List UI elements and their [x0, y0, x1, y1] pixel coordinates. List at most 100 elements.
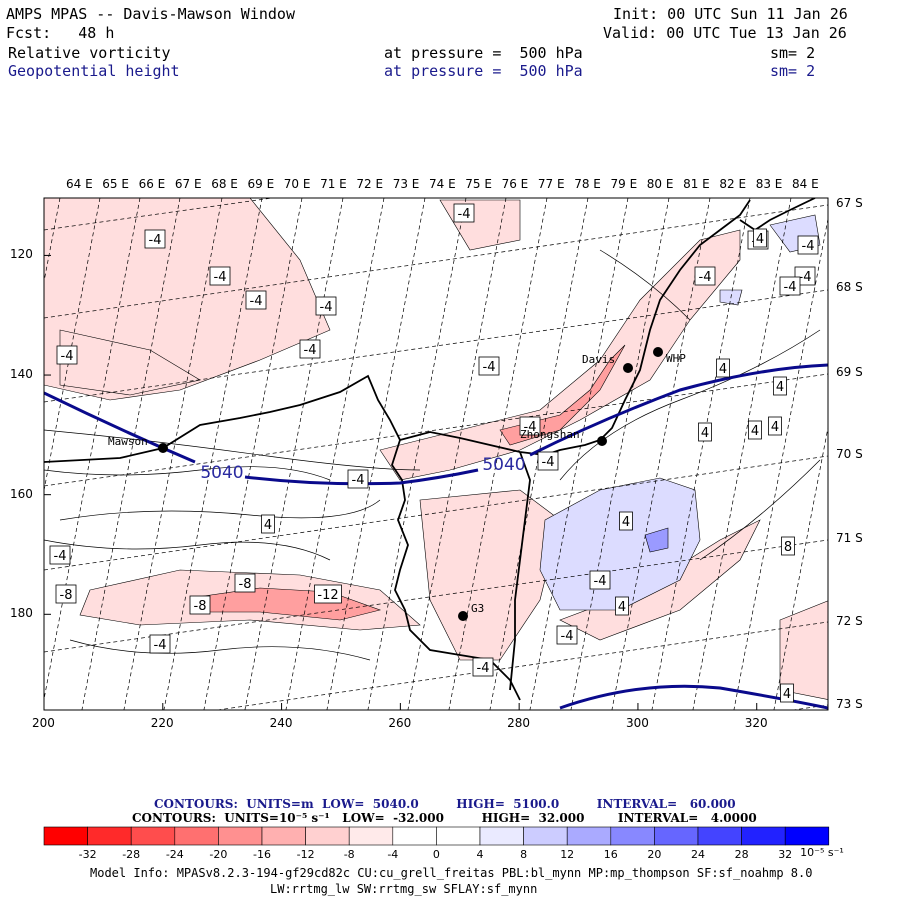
- svg-text:-4: -4: [54, 549, 67, 564]
- vorticity-contours: [44, 249, 821, 661]
- vorticity-label: 4: [753, 228, 767, 248]
- longitude-label: 80 E: [646, 177, 674, 191]
- longitude-label: 82 E: [719, 177, 747, 191]
- svg-text:-4: -4: [304, 343, 317, 358]
- svg-text:Zhongshan: Zhongshan: [520, 428, 580, 441]
- svg-text:4: 4: [776, 380, 784, 395]
- longitude-label: 83 E: [755, 177, 783, 191]
- vorticity-label: 4: [261, 514, 275, 534]
- longitude-label: 74 E: [429, 177, 456, 191]
- latitude-label: 73 S: [836, 697, 863, 711]
- vorticity-label: -4: [149, 634, 171, 654]
- svg-text:4: 4: [751, 424, 759, 439]
- colorbar-tick-label: -12: [296, 848, 315, 861]
- colorbar-tick-label: -16: [253, 848, 271, 861]
- colorbar-swatch: [566, 826, 612, 846]
- svg-text:-8: -8: [60, 588, 73, 603]
- vorticity-label: 4: [716, 358, 730, 378]
- vorticity-contour-info: CONTOURS: UNITS=10⁻⁵ s⁻¹ LOW= -32.000 HI…: [132, 811, 757, 825]
- height-label: 5040: [482, 455, 525, 475]
- longitude-label: 77 E: [537, 177, 565, 191]
- svg-text:-4: -4: [320, 300, 333, 315]
- colorbar-tick-label: 16: [603, 848, 618, 861]
- y-tick-label: 140: [10, 367, 33, 382]
- longitude-label: 65 E: [102, 177, 129, 191]
- colorbar-tick-label: -32: [78, 848, 97, 861]
- svg-text:4: 4: [264, 518, 272, 533]
- field2-level: at pressure = 500 hPa: [384, 62, 583, 80]
- model-physics: LW:rrtmg_lw SW:rrtmg_sw SFLAY:sf_mynn: [270, 882, 538, 896]
- svg-text:-4: -4: [477, 661, 490, 676]
- svg-text:-4: -4: [802, 239, 815, 254]
- svg-text:-4: -4: [699, 270, 712, 285]
- colorbar-swatch: [218, 826, 263, 846]
- longitude-label: 73 E: [392, 177, 420, 191]
- field1-smoothing: sm= 2: [770, 44, 816, 62]
- colorbar-tick-label: -4: [387, 848, 399, 861]
- strong-positive-vorticity-shading: [644, 527, 669, 553]
- longitude-label: 84 E: [792, 177, 819, 191]
- vorticity-label: -4: [315, 296, 337, 316]
- vorticity-label: -4: [49, 545, 71, 565]
- svg-text:-4: -4: [214, 270, 227, 285]
- vorticity-label: -4: [797, 235, 819, 255]
- colorbar-swatch: [479, 826, 524, 846]
- svg-text:-4: -4: [154, 638, 167, 653]
- vorticity-label: -4: [144, 229, 166, 249]
- longitude-label: 68 E: [211, 177, 238, 191]
- svg-text:G3: G3: [471, 602, 484, 615]
- colorbar-tick-label: 12: [560, 848, 575, 861]
- model-info: Model Info: MPASv8.2.3-194-gf29cd82c CU:…: [90, 866, 813, 880]
- svg-text:WHP: WHP: [666, 352, 686, 365]
- vorticity-label: -4: [519, 416, 541, 436]
- vorticity-label: -8: [189, 595, 211, 615]
- field1-level: at pressure = 500 hPa: [384, 44, 583, 62]
- colorbar-tick-label: 8: [520, 848, 528, 861]
- axis-ticks: [43, 254, 758, 710]
- vorticity-label: -4: [453, 203, 475, 223]
- height-label: 5040: [200, 463, 243, 483]
- vorticity-labels: -4-4-4-4 -4-4 -4-4-4 -4-4-4-4-8-4-4-4-4-4-8…: [49, 203, 819, 703]
- vorticity-label: -8: [55, 584, 77, 604]
- x-tick-label: 260: [388, 716, 412, 730]
- field1-name: Relative vorticity: [8, 44, 171, 62]
- svg-text:4: 4: [783, 687, 791, 702]
- station-marker: Zhongshan: [520, 428, 607, 446]
- vorticity-label: 4: [773, 376, 787, 396]
- colorbar-tick-label: -8: [343, 848, 355, 861]
- svg-text:4: 4: [771, 420, 779, 435]
- svg-text:-4: -4: [784, 280, 797, 295]
- longitude-label: 66 E: [138, 177, 166, 191]
- vorticity-label: -4: [209, 266, 231, 286]
- colorbar-swatch: [174, 826, 219, 846]
- svg-text:4: 4: [622, 515, 630, 530]
- colorbar-swatch: [784, 826, 830, 846]
- colorbar-tick-label: -28: [122, 848, 141, 861]
- svg-text:Davis: Davis: [582, 353, 615, 366]
- y-tick-label: 120: [10, 247, 33, 262]
- vorticity-label: -4: [472, 657, 494, 677]
- svg-text:Mawson: Mawson: [108, 435, 148, 448]
- x-tick-label: 220: [150, 716, 174, 730]
- vorticity-label: 4: [615, 596, 629, 616]
- longitude-label: 81 E: [683, 177, 710, 191]
- svg-text:-4: -4: [458, 207, 471, 222]
- colorbar-swatch: [87, 826, 132, 846]
- longitude-label: 72 E: [356, 177, 384, 191]
- svg-text:-4: -4: [352, 473, 365, 488]
- svg-text:-4: -4: [594, 574, 607, 589]
- colorbar-tick-label: 28: [734, 848, 749, 861]
- colorbar-swatch: [610, 826, 655, 846]
- colorbar-swatch: [523, 826, 568, 846]
- svg-text:-4: -4: [483, 360, 496, 375]
- x-tick-label: 320: [744, 716, 768, 730]
- latitude-label: 67 S: [836, 196, 863, 210]
- field2-smoothing: sm= 2: [770, 62, 816, 80]
- y-tick-label: 160: [10, 486, 33, 501]
- colorbar-swatch: [305, 826, 350, 846]
- station-marker: Davis: [582, 353, 633, 373]
- longitude-label: 78 E: [574, 177, 601, 191]
- vorticity-label: -8: [234, 573, 256, 593]
